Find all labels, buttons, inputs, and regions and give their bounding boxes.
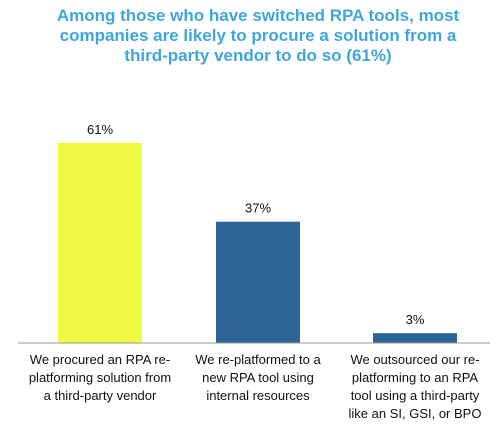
category-label-line: internal resources — [206, 388, 310, 403]
category-label-procured: We procured an RPA re- platforming solut… — [25, 351, 175, 405]
category-label-line: platforming to an RPA — [351, 370, 479, 385]
chart-title-line: companies are likely to procure a soluti… — [59, 26, 457, 45]
category-label-line: a third-party vendor — [43, 388, 157, 403]
category-label-line: We re-platformed to a — [195, 352, 321, 367]
category-label-replatformed: We re-platformed to a new RPA tool using… — [183, 351, 333, 405]
category-label-line: We procured an RPA re- — [29, 352, 171, 367]
chart-title-line: third-party vendor to do so (61%) — [124, 46, 392, 65]
category-label-line: new RPA tool using — [202, 370, 314, 385]
category-label-line: like an SI, GSI, or BPO — [348, 406, 482, 421]
category-label-line: platforming solution from — [28, 370, 172, 385]
bar-procured — [58, 143, 142, 343]
chart-title-line: Among those who have switched RPA tools,… — [56, 6, 460, 25]
bar-replatformed — [216, 221, 300, 343]
data-label-outsourced: 3% — [406, 312, 425, 327]
data-label-procured: 61% — [87, 122, 113, 137]
bar-outsourced — [373, 333, 457, 343]
category-label-outsourced: We outsourced our re- platforming to an … — [340, 351, 490, 423]
chart-title: Among those who have switched RPA tools,… — [28, 6, 488, 66]
category-label-line: We outsourced our re- — [350, 352, 480, 367]
data-label-replatformed: 37% — [245, 201, 271, 216]
category-label-line: tool using a third-party — [350, 388, 480, 403]
